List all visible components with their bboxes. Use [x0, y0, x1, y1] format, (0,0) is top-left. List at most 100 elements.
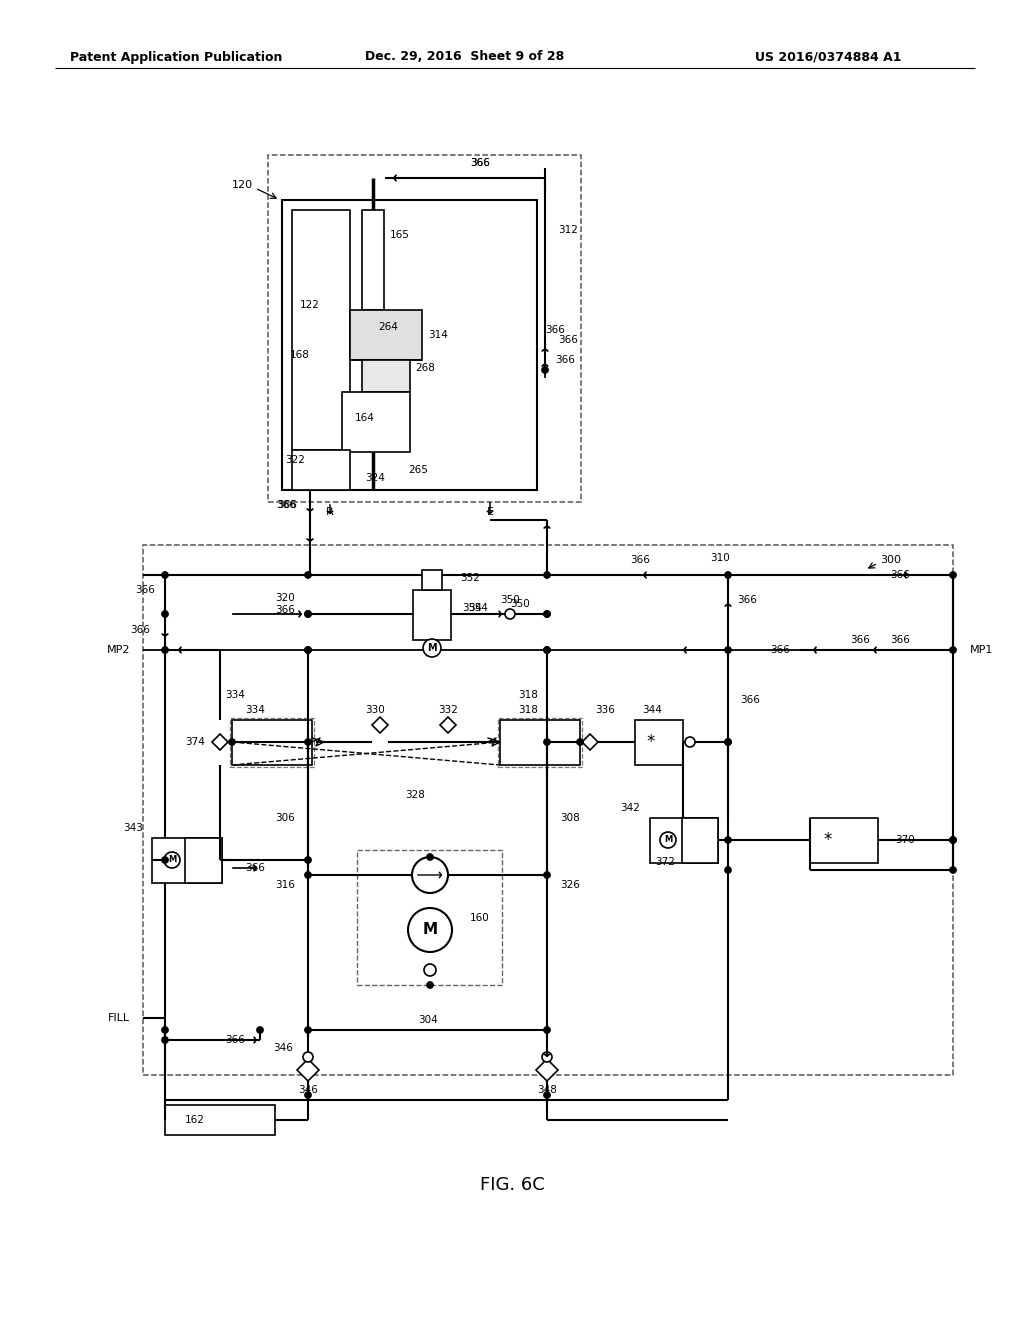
Text: 312: 312 [558, 224, 578, 235]
Circle shape [304, 572, 311, 578]
Bar [362, 360, 410, 392]
Bar [498, 718, 582, 767]
Text: 366: 366 [545, 325, 565, 335]
Circle shape [164, 851, 180, 869]
Text: 314: 314 [428, 330, 447, 341]
Text: 168: 168 [290, 350, 310, 360]
Bar [292, 210, 350, 450]
Polygon shape [582, 734, 598, 750]
Text: 320: 320 [275, 593, 295, 603]
Circle shape [725, 572, 731, 578]
Text: 332: 332 [438, 705, 458, 715]
Text: 366: 366 [245, 863, 265, 873]
Text: 370: 370 [895, 836, 914, 845]
Text: 366: 366 [737, 595, 757, 605]
Polygon shape [212, 734, 228, 750]
Text: 318: 318 [518, 690, 538, 700]
Text: 366: 366 [558, 335, 578, 345]
Text: 304: 304 [418, 1015, 438, 1026]
Text: 160: 160 [470, 913, 489, 923]
Text: 366: 366 [890, 570, 910, 579]
Circle shape [949, 837, 956, 843]
Text: 336: 336 [595, 705, 614, 715]
Circle shape [949, 837, 956, 843]
Text: *: * [824, 832, 833, 849]
Circle shape [725, 837, 731, 843]
Circle shape [162, 647, 169, 653]
Bar [268, 154, 581, 502]
Circle shape [544, 572, 551, 578]
Bar [282, 201, 537, 490]
Text: 366: 366 [278, 500, 297, 510]
Text: 324: 324 [366, 473, 385, 483]
Polygon shape [297, 1059, 319, 1081]
Circle shape [304, 857, 311, 863]
Text: 350: 350 [510, 599, 529, 609]
Circle shape [162, 1036, 169, 1044]
Text: M: M [664, 836, 672, 845]
Circle shape [660, 832, 676, 847]
Bar [165, 1105, 275, 1135]
Text: 366: 366 [470, 158, 489, 168]
Text: MP2: MP2 [106, 645, 130, 655]
Bar [350, 310, 422, 360]
Text: 346: 346 [273, 1043, 293, 1053]
Text: 366: 366 [630, 554, 650, 565]
Text: 366: 366 [130, 624, 150, 635]
Text: 372: 372 [655, 857, 675, 867]
Circle shape [162, 857, 169, 863]
Circle shape [412, 857, 449, 894]
Circle shape [423, 639, 441, 657]
Bar [152, 838, 222, 883]
Text: 265: 265 [408, 465, 428, 475]
Circle shape [304, 1092, 311, 1098]
Text: 366: 366 [770, 645, 790, 655]
Text: MP1: MP1 [970, 645, 993, 655]
Text: 366: 366 [890, 635, 910, 645]
Text: 350: 350 [500, 595, 520, 605]
Text: 344: 344 [642, 705, 662, 715]
Circle shape [544, 647, 551, 653]
Text: 162: 162 [185, 1115, 205, 1125]
Text: M: M [168, 855, 176, 865]
Circle shape [577, 738, 584, 746]
Bar [635, 719, 683, 766]
Text: 328: 328 [406, 789, 425, 800]
Bar [810, 818, 878, 863]
Circle shape [304, 610, 311, 618]
Text: 318: 318 [518, 705, 538, 715]
Circle shape [544, 1092, 551, 1098]
Polygon shape [536, 1059, 558, 1081]
Bar [230, 718, 314, 767]
Text: 326: 326 [560, 880, 580, 890]
Text: *: * [647, 733, 655, 751]
Bar [342, 392, 410, 451]
Bar [292, 450, 350, 490]
Bar [185, 838, 222, 883]
Text: R: R [326, 507, 334, 517]
Circle shape [304, 1027, 311, 1034]
Text: FIG. 6C: FIG. 6C [479, 1176, 545, 1195]
Bar [143, 545, 953, 1074]
Polygon shape [440, 717, 456, 733]
Text: M: M [423, 923, 437, 937]
Bar [413, 590, 451, 640]
Text: 343: 343 [123, 822, 143, 833]
Text: 346: 346 [298, 1085, 317, 1096]
Text: 310: 310 [710, 553, 730, 564]
Circle shape [303, 1052, 313, 1063]
Circle shape [544, 647, 551, 653]
Circle shape [544, 738, 551, 746]
Text: 348: 348 [537, 1085, 557, 1096]
Text: Patent Application Publication: Patent Application Publication [70, 50, 283, 63]
Circle shape [424, 964, 436, 975]
Text: 165: 165 [390, 230, 410, 240]
Text: 366: 366 [850, 635, 870, 645]
Bar [362, 210, 384, 310]
Text: 374: 374 [185, 737, 205, 747]
Circle shape [949, 572, 956, 578]
Text: 354: 354 [462, 603, 482, 612]
Text: 316: 316 [275, 880, 295, 890]
Text: 322: 322 [285, 455, 305, 465]
Circle shape [544, 610, 551, 618]
